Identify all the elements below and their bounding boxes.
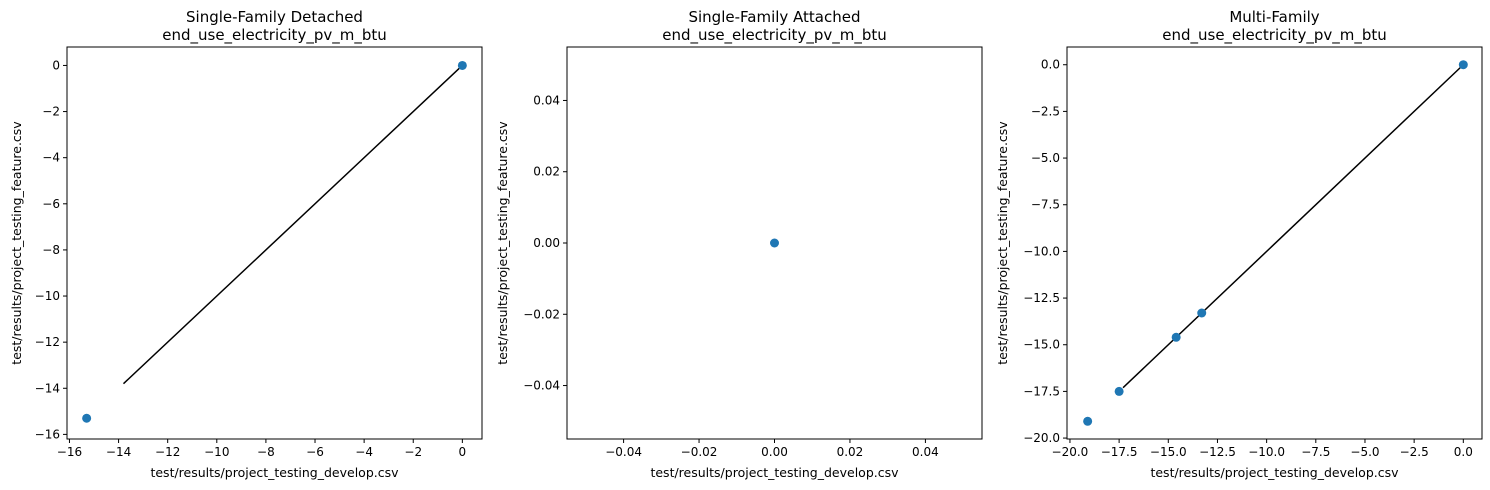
data-point	[1171, 332, 1181, 342]
data-point	[1197, 308, 1207, 318]
y-tick-label: −0.04	[523, 379, 560, 393]
y-axis-label: test/results/project_testing_feature.csv	[9, 121, 24, 365]
x-tick-label: −2.5	[1400, 445, 1429, 459]
x-tick-label: −0.04	[605, 445, 642, 459]
data-marks	[770, 238, 779, 248]
reference-line	[122, 64, 463, 385]
y-tick-label: −7.5	[1031, 198, 1060, 212]
chart-subtitle: end_use_electricity_pv_m_btu	[662, 26, 887, 45]
x-tick-label: −14	[106, 445, 131, 459]
x-tick-label: 0.0	[1454, 445, 1473, 459]
x-axis-label: test/results/project_testing_develop.csv	[1150, 465, 1399, 480]
x-tick-label: −7.5	[1301, 445, 1330, 459]
chart-single-family-detached: Single-Family Detached end_use_electrici…	[9, 8, 483, 480]
x-tick-label: 0	[459, 445, 467, 459]
chart-title: Single-Family Attached	[688, 8, 860, 26]
x-tick-label: 0.02	[837, 445, 864, 459]
chart-multi-family: Multi-Family end_use_electricity_pv_m_bt…	[995, 8, 1483, 480]
data-point	[1083, 416, 1093, 426]
data-marks	[82, 60, 467, 423]
y-tick-label: 0	[52, 58, 60, 72]
x-tick-label: −0.02	[681, 445, 718, 459]
x-tick-label: −16	[57, 445, 82, 459]
x-tick-label: −12	[155, 445, 180, 459]
y-tick-label: 0.02	[533, 165, 560, 179]
plot-frame	[1066, 46, 1483, 440]
data-marks	[1083, 60, 1468, 426]
x-tick-label: −20.0	[1052, 445, 1089, 459]
y-tick-label: −8	[42, 243, 60, 257]
chart-title: Multi-Family	[1229, 8, 1319, 26]
x-axis-label: test/results/project_testing_develop.csv	[150, 465, 399, 480]
y-tick-label: −12.5	[1023, 291, 1060, 305]
x-tick-label: 0.00	[761, 445, 788, 459]
plot-frame	[66, 46, 483, 440]
x-tick-label: −8	[257, 445, 275, 459]
reference-line	[1122, 64, 1464, 389]
data-point	[1114, 386, 1124, 396]
x-tick-label: −2	[404, 445, 422, 459]
y-tick-label: −20.0	[1023, 431, 1060, 445]
y-tick-label: −4	[42, 151, 60, 165]
x-ticks: −20.0 −17.5 −15.0 −12.5 −10.0 −7.5 −5.0 −2.5 0.0	[1052, 439, 1473, 459]
y-tick-label: −14	[35, 381, 60, 395]
x-axis-label: test/results/project_testing_develop.csv	[650, 465, 899, 480]
x-ticks: −0.04 −0.02 0.00 0.02 0.04	[605, 439, 939, 459]
y-tick-label: 0.00	[533, 236, 560, 250]
x-tick-label: −10.0	[1248, 445, 1285, 459]
y-tick-label: −10.0	[1023, 244, 1060, 258]
y-tick-label: −17.5	[1023, 384, 1060, 398]
y-tick-label: 0.04	[533, 93, 560, 107]
x-tick-label: 0.04	[912, 445, 939, 459]
y-tick-label: −6	[42, 197, 60, 211]
x-tick-label: −4	[355, 445, 373, 459]
data-point	[82, 413, 92, 423]
x-tick-label: −17.5	[1101, 445, 1138, 459]
y-axis-label: test/results/project_testing_feature.csv	[495, 121, 510, 365]
y-tick-label: −2.5	[1031, 104, 1060, 118]
x-ticks: −16 −14 −12 −10 −8 −6 −4 −2 0	[57, 439, 466, 459]
x-tick-label: −12.5	[1199, 445, 1236, 459]
y-tick-label: −5.0	[1031, 151, 1060, 165]
data-point	[457, 60, 467, 70]
data-point	[1458, 60, 1468, 70]
y-ticks: 0.0 −2.5 −5.0 −7.5 −10.0 −12.5 −15.0 −17.5 −20.0	[1023, 58, 1067, 445]
x-tick-label: −5.0	[1350, 445, 1379, 459]
chart-subtitle: end_use_electricity_pv_m_btu	[162, 26, 387, 45]
y-tick-label: 0.0	[1041, 58, 1060, 72]
x-tick-label: −10	[204, 445, 229, 459]
x-tick-label: −15.0	[1150, 445, 1187, 459]
y-ticks: 0.04 0.02 0.00 −0.02 −0.04	[523, 93, 567, 393]
data-point	[770, 238, 779, 248]
y-tick-label: −2	[42, 105, 60, 119]
y-tick-label: −16	[35, 427, 60, 441]
y-axis-label: test/results/project_testing_feature.csv	[995, 121, 1010, 365]
y-tick-label: −0.02	[523, 307, 560, 321]
y-tick-label: −12	[35, 335, 60, 349]
y-ticks: 0 −2 −4 −6 −8 −10 −12 −14 −16	[35, 58, 67, 441]
chart-subtitle: end_use_electricity_pv_m_btu	[1162, 26, 1387, 45]
y-tick-label: −15.0	[1023, 338, 1060, 352]
chart-single-family-attached: Single-Family Attached end_use_electrici…	[495, 8, 983, 480]
x-tick-label: −6	[306, 445, 324, 459]
y-tick-label: −10	[35, 289, 60, 303]
chart-title: Single-Family Detached	[186, 8, 363, 26]
